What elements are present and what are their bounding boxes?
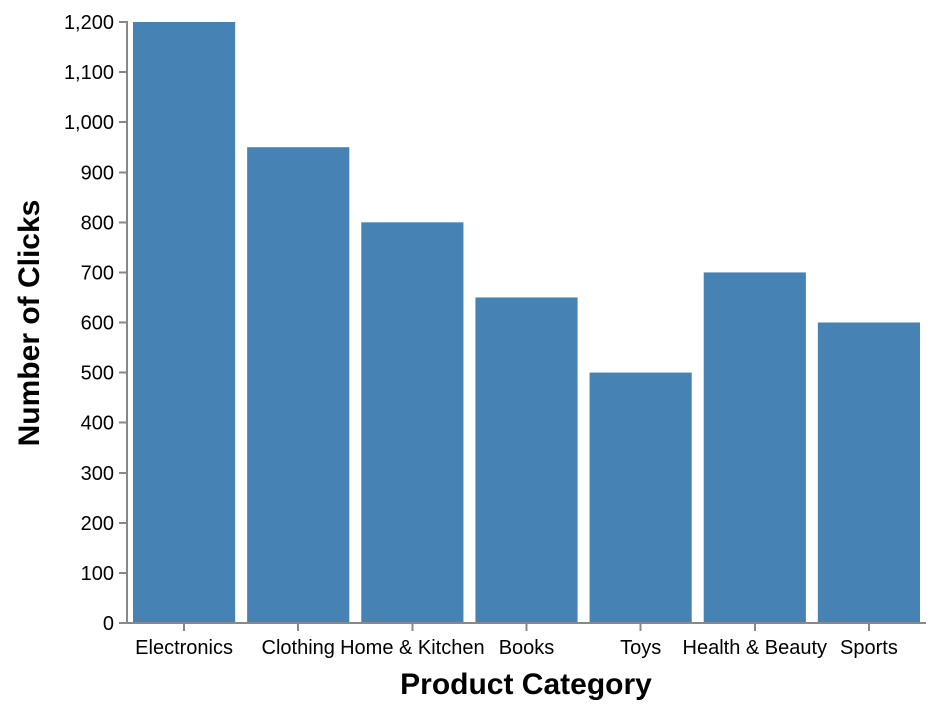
bar-health-beauty xyxy=(703,272,806,623)
x-axis-title: Product Category xyxy=(400,668,652,701)
y-tick-label: 700 xyxy=(81,262,114,284)
bar-toys xyxy=(589,372,692,623)
y-tick-label: 1,200 xyxy=(64,12,114,34)
y-tick-label: 0 xyxy=(103,613,114,635)
y-tick-label: 1,100 xyxy=(64,62,114,84)
y-axis-title: Number of Clicks xyxy=(13,200,46,447)
y-tick-label: 900 xyxy=(81,162,114,184)
y-tick-label: 100 xyxy=(81,563,114,585)
y-tick-label: 400 xyxy=(81,413,114,435)
x-tick-label: Toys xyxy=(620,637,661,659)
bar-electronics xyxy=(132,22,236,623)
x-tick-label: Electronics xyxy=(135,637,233,659)
bar-home-kitchen xyxy=(361,222,464,623)
x-tick-label: Sports xyxy=(840,637,898,659)
bar-books xyxy=(475,297,578,623)
x-tick-label: Health & Beauty xyxy=(683,637,828,659)
x-tick-label: Clothing xyxy=(262,637,335,659)
y-tick-label: 500 xyxy=(81,363,114,385)
y-axis: 0 100 200 300 400 500 600 700 800 900 1,000 1,100 1,… xyxy=(64,12,128,635)
y-tick-label: 1,000 xyxy=(64,112,114,134)
x-axis: Electronics Clothing Home & Kitchen Books To… xyxy=(127,622,926,659)
bars-layer xyxy=(132,22,921,623)
x-tick-label: Home & Kitchen xyxy=(340,637,485,659)
bar-sports xyxy=(817,322,921,623)
x-tick-label: Books xyxy=(499,637,555,659)
y-tick-label: 300 xyxy=(81,463,114,485)
bar-clothing xyxy=(247,147,350,623)
y-tick-label: 800 xyxy=(81,212,114,234)
y-tick-label: 600 xyxy=(81,313,114,335)
y-tick-label: 200 xyxy=(81,513,114,535)
